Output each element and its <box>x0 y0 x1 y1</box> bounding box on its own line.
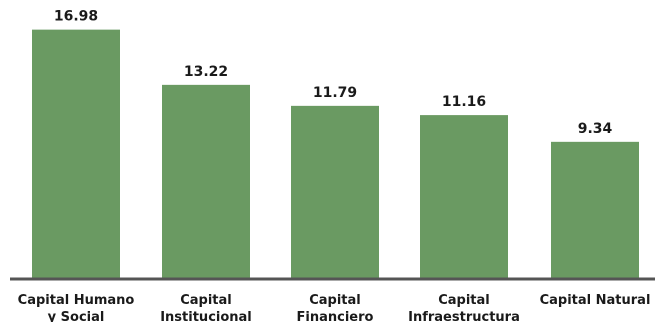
category-label-4: Capital Natural <box>540 293 651 308</box>
category-label-line: Institucional <box>160 310 252 322</box>
value-label-3: 11.16 <box>442 94 486 110</box>
category-label-line: Infraestructura <box>408 310 520 322</box>
category-label-2: Capital Financiero <box>297 293 374 322</box>
category-labels-group: Capital Humano y Social Capital Institucion… <box>18 293 651 322</box>
value-label-2: 11.79 <box>313 85 357 101</box>
category-label-0: Capital Humano y Social <box>18 293 135 322</box>
category-label-line: y Social <box>48 310 105 322</box>
category-label-line: Capital <box>180 293 232 308</box>
category-label-line: Capital Natural <box>540 293 651 308</box>
category-label-3: Capital Infraestructura <box>408 293 520 322</box>
category-label-line: Financiero <box>297 310 374 322</box>
category-label-line: Capital Humano <box>18 293 135 308</box>
bar-1 <box>162 84 250 279</box>
value-label-4: 9.34 <box>578 121 613 137</box>
bars-group <box>32 29 639 280</box>
value-label-1: 13.22 <box>184 64 228 80</box>
bar-4 <box>551 141 639 279</box>
category-label-line: Capital <box>438 293 490 308</box>
value-label-0: 16.98 <box>54 9 98 25</box>
bar-2 <box>291 105 379 279</box>
value-labels-group: 16.98 13.22 11.79 11.16 9.34 <box>54 9 613 137</box>
bar-0 <box>32 29 120 280</box>
category-label-line: Capital <box>309 293 361 308</box>
category-label-1: Capital Institucional <box>160 293 252 322</box>
bar-3 <box>420 115 508 280</box>
